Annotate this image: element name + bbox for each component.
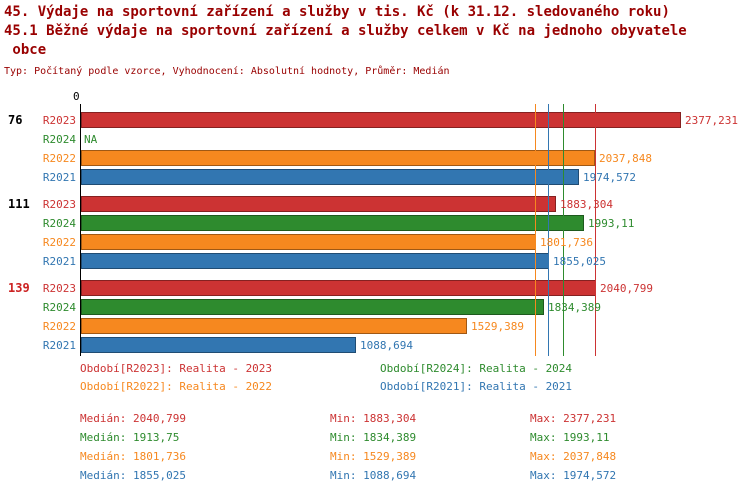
legend-item-R2023: Období[R2023]: Realita - 2023 [80, 362, 273, 375]
bar-chart: 0 76 R2023 2377,231 R2024 NA R2022 2037,848 R20… [0, 90, 750, 360]
stat-min-R2023: Min: 1883,304 [330, 412, 417, 425]
stat-median-R2023: Medián: 2040,799 [80, 412, 186, 425]
bar-R2021 [81, 169, 579, 185]
group-label: 139 [8, 281, 30, 295]
group-label: 111 [8, 197, 30, 211]
legend-item-R2021: Období[R2021]: Realita - 2021 [380, 380, 573, 393]
series-label-R2022: R2022 [42, 152, 76, 165]
bar-value-label: 1855,025 [553, 255, 606, 268]
bar-value-label: 1529,389 [471, 320, 524, 333]
stat-min-R2022: Min: 1529,389 [330, 450, 417, 463]
bar-R2023 [81, 196, 556, 212]
stat-max-R2023: Max: 2377,231 [530, 412, 617, 425]
bar-value-label: NA [84, 133, 98, 146]
bar-R2022 [81, 150, 595, 166]
bar-value-label: 1801,736 [540, 236, 593, 249]
bar-value-label: 1834,389 [548, 301, 601, 314]
median-line-R2023 [595, 104, 596, 356]
series-label-R2023: R2023 [42, 114, 76, 127]
bar-R2021 [81, 253, 549, 269]
series-label-R2023: R2023 [42, 282, 76, 295]
stat-max-R2024: Max: 1993,11 [530, 431, 610, 444]
stat-max-R2021: Max: 1974,572 [530, 469, 617, 482]
median-line-R2022 [535, 104, 536, 356]
stat-max-R2022: Max: 2037,848 [530, 450, 617, 463]
bar-R2022 [81, 318, 467, 334]
stat-min-R2021: Min: 1088,694 [330, 469, 417, 482]
bar-value-label: 1974,572 [583, 171, 636, 184]
bar-R2023 [81, 112, 681, 128]
bar-R2023 [81, 280, 596, 296]
bar-value-label: 2037,848 [599, 152, 652, 165]
bar-value-label: 1088,694 [360, 339, 413, 352]
bar-value-label: 2377,231 [685, 114, 738, 127]
chart-stats: Medián: 2040,799 Min: 1883,304 Max: 2377,2… [80, 412, 740, 488]
chart-title-line3: obce [4, 42, 47, 58]
bar-R2024 [81, 215, 584, 231]
chart-title-line2: 45.1 Běžné výdaje na sportovní zařízení … [4, 23, 687, 39]
chart-title-line1: 45. Výdaje na sportovní zařízení a služb… [4, 4, 670, 20]
stat-min-R2024: Min: 1834,389 [330, 431, 417, 444]
series-label-R2023: R2023 [42, 198, 76, 211]
series-label-R2021: R2021 [42, 171, 76, 184]
stats-row-R2021: Medián: 1855,025 Min: 1088,694 Max: 1974,5… [80, 469, 740, 488]
bar-value-label: 2040,799 [600, 282, 653, 295]
series-label-R2021: R2021 [42, 339, 76, 352]
stats-row-R2023: Medián: 2040,799 Min: 1883,304 Max: 2377,2… [80, 412, 740, 431]
bar-value-label: 1993,11 [588, 217, 635, 230]
series-label-R2021: R2021 [42, 255, 76, 268]
bar-R2021 [81, 337, 356, 353]
series-label-R2022: R2022 [42, 320, 76, 333]
bar-R2022 [81, 234, 536, 250]
legend-item-R2022: Období[R2022]: Realita - 2022 [80, 380, 273, 393]
series-label-R2022: R2022 [42, 236, 76, 249]
chart-legend: Období[R2023]: Realita - 2023 Období[R202… [80, 362, 720, 393]
series-label-R2024: R2024 [42, 133, 76, 146]
stat-median-R2024: Medián: 1913,75 [80, 431, 180, 444]
median-line-R2024 [563, 104, 564, 356]
legend-item-R2024: Období[R2024]: Realita - 2024 [380, 362, 573, 375]
bar-value-label: 1883,304 [560, 198, 613, 211]
axis-origin-label: 0 [73, 90, 80, 103]
y-axis-line [80, 104, 81, 356]
stats-row-R2022: Medián: 1801,736 Min: 1529,389 Max: 2037,8… [80, 450, 740, 469]
chart-meta: Typ: Počítaný podle vzorce, Vyhodnocení:… [4, 66, 450, 77]
series-label-R2024: R2024 [42, 217, 76, 230]
stat-median-R2022: Medián: 1801,736 [80, 450, 186, 463]
bar-R2024 [81, 299, 544, 315]
median-line-R2021 [548, 104, 549, 356]
stat-median-R2021: Medián: 1855,025 [80, 469, 186, 482]
series-label-R2024: R2024 [42, 301, 76, 314]
group-label: 76 [8, 113, 23, 127]
stats-row-R2024: Medián: 1913,75 Min: 1834,389 Max: 1993,11 [80, 431, 740, 450]
report-header: 45. Výdaje na sportovní zařízení a služb… [4, 3, 687, 77]
